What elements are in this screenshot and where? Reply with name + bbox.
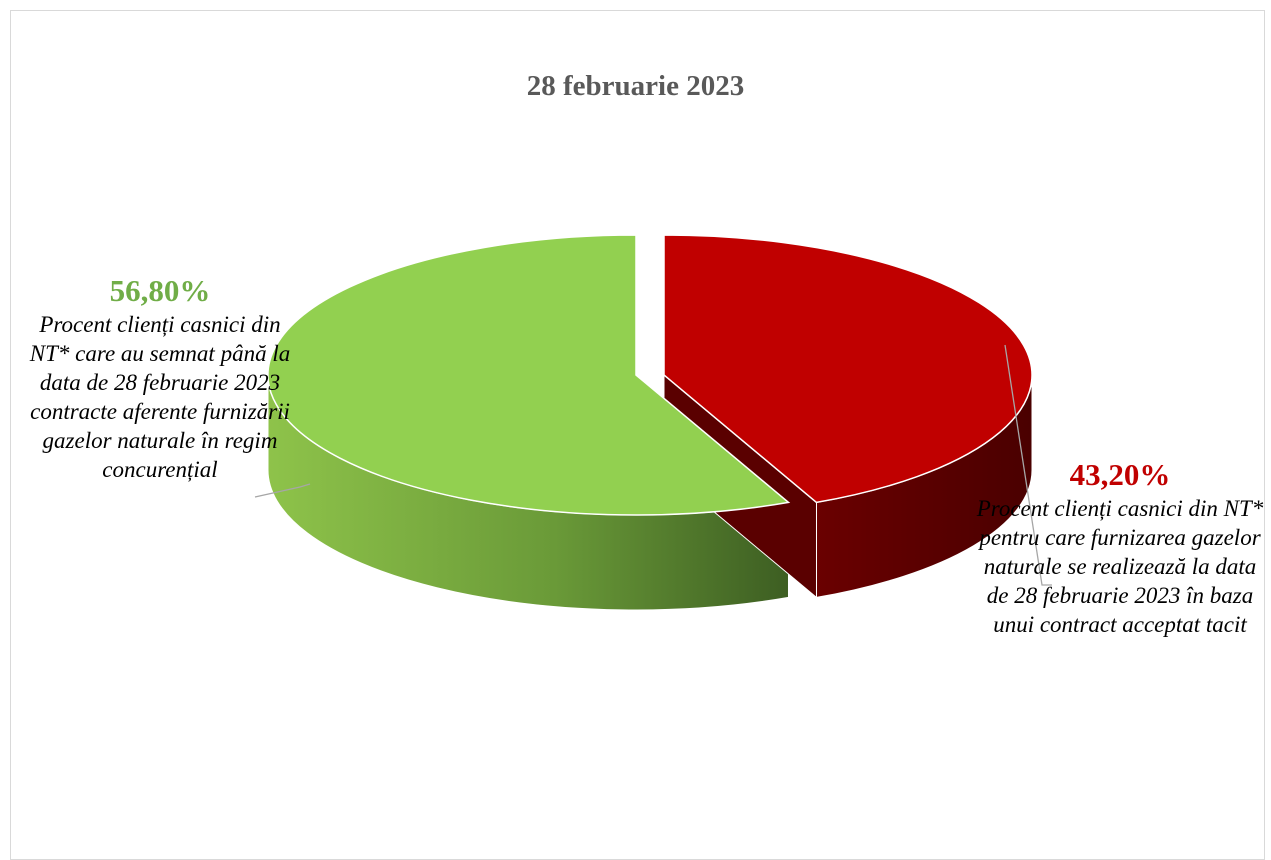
chart-title: 28 februarie 2023 bbox=[526, 70, 745, 102]
leader-line-tacit bbox=[1004, 344, 1052, 586]
slice-text-concurential: Procent clienți casnici din NT* care au … bbox=[29, 312, 291, 482]
slice-label-concurential: 56,80% Procent clienți casnici din NT* c… bbox=[25, 272, 295, 484]
slice-text-tacit: Procent clienți casnici din NT* pentru c… bbox=[976, 496, 1264, 637]
slice-value-concurential: 56,80% bbox=[109, 273, 211, 308]
leader-line-concurential bbox=[254, 483, 311, 498]
slice-top-concurential bbox=[267, 234, 791, 516]
slice-label-tacit: 43,20% Procent clienți casnici din NT* p… bbox=[975, 456, 1265, 639]
slice-top-tacit bbox=[663, 234, 1033, 504]
slice-value-tacit: 43,20% bbox=[1069, 457, 1171, 492]
